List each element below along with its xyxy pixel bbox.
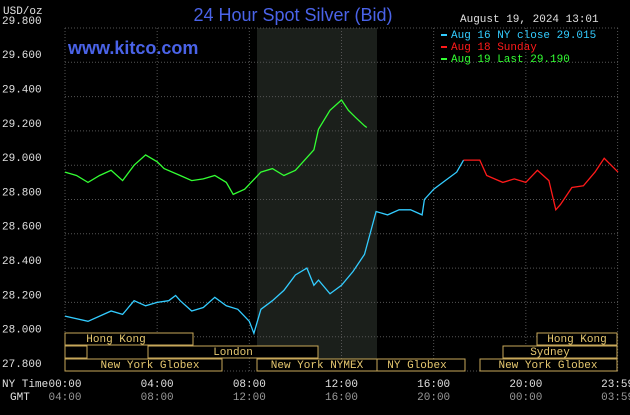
- x2-tick-label: 04:00: [48, 392, 81, 404]
- y-tick-label: 28.200: [2, 290, 42, 302]
- y-tick-label: 29.200: [2, 119, 42, 131]
- x-tick-label: 00:00: [48, 379, 81, 391]
- session-label: NY Globex: [387, 360, 447, 372]
- session-label: New York Globex: [498, 360, 597, 372]
- x2-tick-label: 00:00: [509, 392, 542, 404]
- legend-label: Aug 18 Sunday: [451, 42, 537, 54]
- x-tick-label: 20:00: [509, 379, 542, 391]
- session-box: [64, 345, 88, 359]
- session-box: [147, 345, 319, 359]
- y-tick-label: 28.800: [2, 187, 42, 199]
- session-box: [64, 332, 194, 346]
- x2-axis-label: GMT: [10, 392, 30, 404]
- x2-tick-label: 20:00: [417, 392, 450, 404]
- y-tick-label: 28.600: [2, 222, 42, 234]
- session-box: [376, 358, 466, 372]
- x2-tick-label: 08:00: [141, 392, 174, 404]
- chart-title: 24 Hour Spot Silver (Bid): [193, 5, 392, 25]
- session-box: [64, 358, 223, 372]
- session-box: [479, 358, 618, 372]
- y-axis-label: USD/oz: [3, 6, 43, 18]
- legend-label: Aug 19 Last 29.190: [451, 54, 570, 66]
- timestamp: August 19, 2024 13:01: [460, 14, 599, 26]
- series-line: [64, 159, 465, 336]
- session-label: Hong Kong: [86, 334, 145, 346]
- x2-tick-label: 03:59: [601, 392, 630, 404]
- x-tick-label: 04:00: [141, 379, 174, 391]
- x2-tick-label: 16:00: [325, 392, 358, 404]
- session-label: New York Globex: [100, 360, 199, 372]
- x-tick-label: 08:00: [233, 379, 266, 391]
- x2-tick-label: 12:00: [233, 392, 266, 404]
- sessions: Hong Kong London New York Globex New Yor…: [64, 332, 618, 372]
- y-tick-label: 28.000: [2, 325, 42, 337]
- x-tick-label: 16:00: [417, 379, 450, 391]
- x-axis-label: NY Time: [2, 379, 48, 391]
- session-box: [536, 332, 618, 346]
- y-tick-label: 29.600: [2, 50, 42, 62]
- y-tick-label: 28.400: [2, 256, 42, 268]
- session-label: Sydney: [530, 347, 570, 359]
- lines: [64, 99, 619, 336]
- y-tick-label: 29.800: [2, 16, 42, 28]
- y-tick-label: 27.800: [2, 359, 42, 371]
- session-label: London: [213, 347, 253, 359]
- session-label: New York NYMEX: [271, 360, 364, 372]
- website: www.kitco.com: [67, 38, 198, 58]
- x-tick-label: 23:59: [601, 379, 630, 391]
- session-label: Hong Kong: [547, 334, 606, 346]
- y-tick-label: 29.000: [2, 153, 42, 165]
- x-tick-label: 12:00: [325, 379, 358, 391]
- legend-label: Aug 16 NY close 29.015: [451, 30, 596, 42]
- series-line: [64, 99, 368, 196]
- session-box: [502, 345, 618, 359]
- y-tick-label: 29.400: [2, 85, 42, 97]
- series-line: [463, 157, 619, 212]
